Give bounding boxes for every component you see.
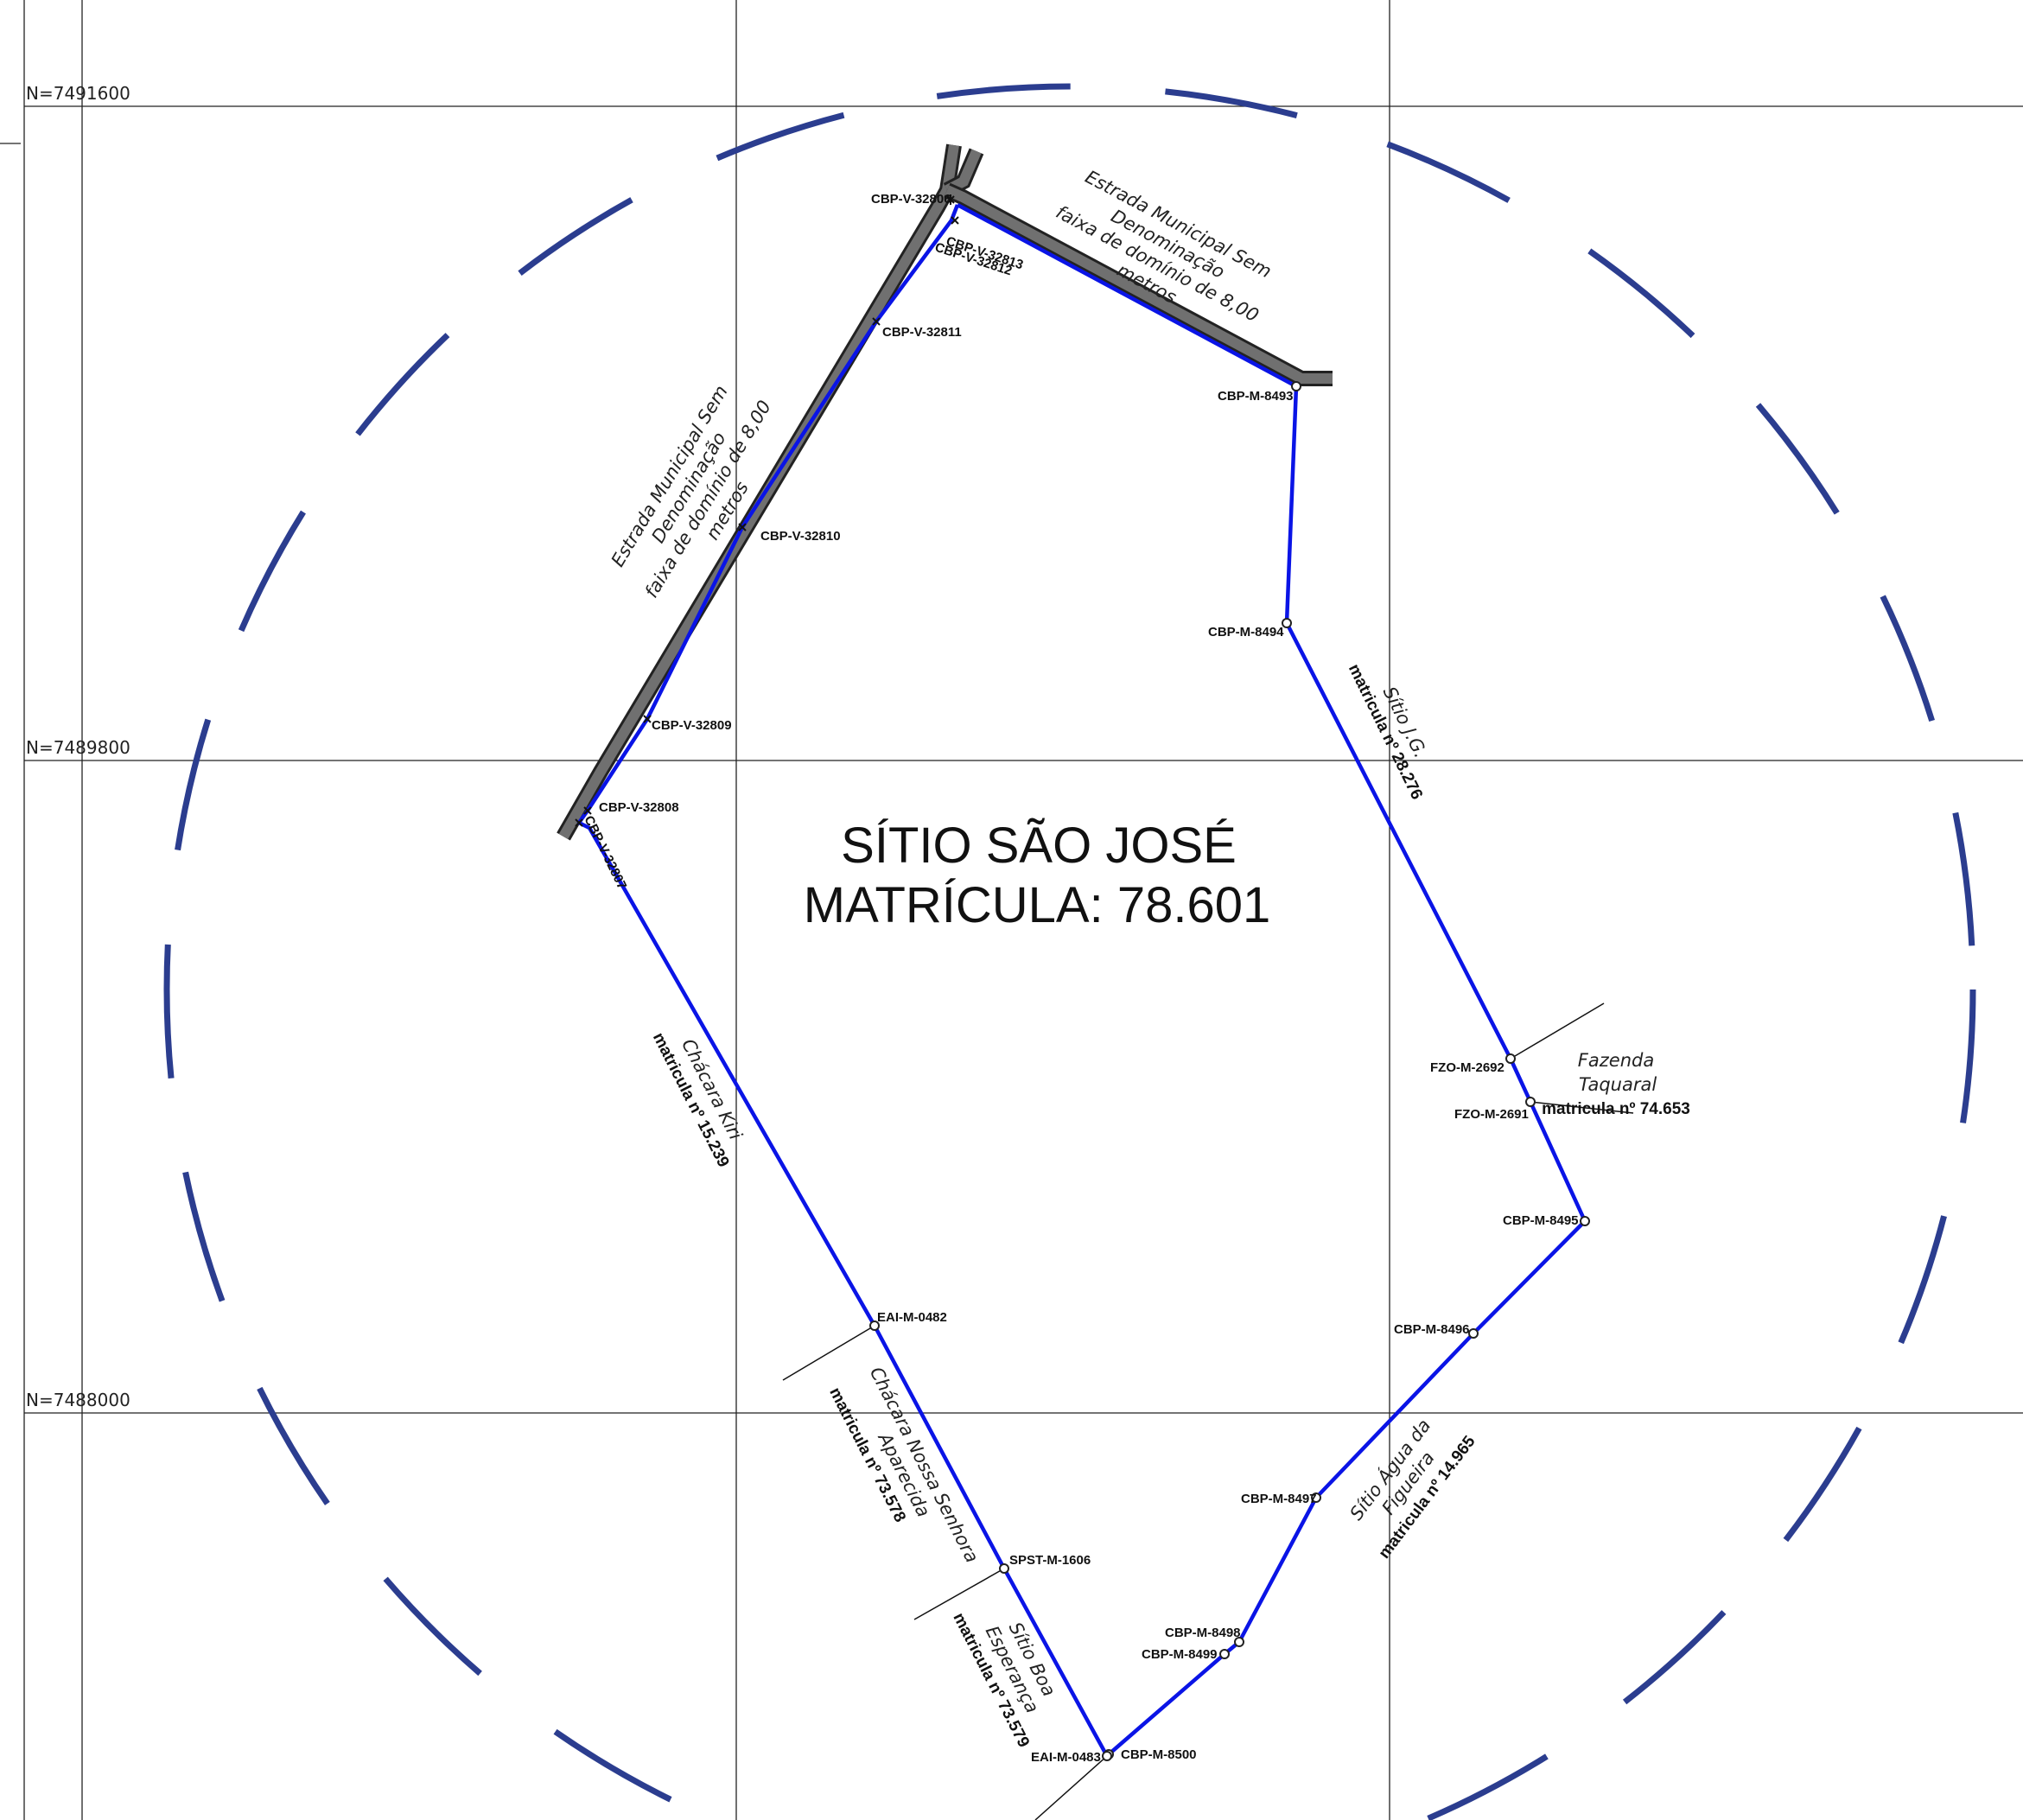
neighbor-fazenda-taquaral-name2: Taquaral [1579,1074,1657,1095]
vertex-label: CBP-V-32808 [599,800,679,815]
vertex-label: CBP-V-32807 [581,813,629,892]
divider-nossa-senhora [782,1325,875,1381]
vertex-label: CBP-M-8494 [1208,625,1284,640]
property-registration: MATRÍCULA: 78.601 [804,877,1270,933]
vertex-label: CBP-M-8493 [1218,389,1294,404]
vertex-label: CBP-M-8497 [1241,1492,1317,1506]
vertex-label: SPST-M-1606 [1009,1553,1091,1568]
neighbor-chacara-kiri: Chácara Kiri matricula nº 15.239 [649,1030,747,1171]
vertex-label: EAI-M-0483 [1031,1750,1101,1765]
neighbor-sitio-agua-figueira: Sítio Água da Figueira matricula nº 14.9… [1345,1415,1479,1562]
neighbor-sitio-boa-esperanca: Sítio Boa Esperança matricula nº 73.579 [949,1610,1059,1751]
grid-label-north-2: N=7489800 [26,737,130,758]
vertex-label: CBP-V-32809 [652,718,732,733]
vertex-label: CBP-V-32811 [882,325,962,340]
road-north [944,182,1333,386]
vertex-markers [575,194,1590,1761]
vertex-label: CBP-M-8496 [1394,1322,1470,1337]
neighbor-fazenda-taquaral: Fazenda Taquaral matricula nº 74.653 [1542,1050,1690,1118]
vertex-label: CBP-M-8499 [1142,1647,1218,1662]
vertex-label: CBP-M-8500 [1121,1747,1197,1762]
neighbor-fazenda-taquaral-matricula: matricula nº 74.653 [1542,1100,1690,1118]
neighbor-sitio-jg: Sítio J.G. matricula nº 28.276 [1345,661,1431,803]
neighbor-fazenda-taquaral-name1: Fazenda [1578,1050,1654,1071]
vertex-label: CBP-V-32810 [760,529,841,544]
divider-taquaral [1510,1002,1605,1060]
divider-south [1034,1755,1108,1820]
vertex-label: FZO-M-2691 [1454,1107,1529,1122]
grid-label-north-1: N=7491600 [26,83,130,104]
vertex-label: EAI-M-0482 [877,1310,947,1325]
divider-boa-esperanca [913,1568,1005,1620]
vertex-label: FZO-M-2692 [1430,1060,1505,1075]
property-name: SÍTIO SÃO JOSÉ [841,818,1237,874]
neighbor-chacara-nossa-senhora: Chácara Nossa Senhora Aparecida matricul… [825,1364,983,1566]
divider-taquaral-2 [1530,1101,1634,1114]
vertex-label: CBP-V-32806 [871,192,951,207]
dashed-buffer-circle [163,83,1976,1820]
property-boundary [576,203,1587,1759]
grid-label-north-3: N=7488000 [26,1390,130,1410]
vertex-label: CBP-M-8495 [1503,1213,1579,1228]
vertex-label: CBP-M-8498 [1165,1626,1241,1640]
road-west [557,143,962,841]
